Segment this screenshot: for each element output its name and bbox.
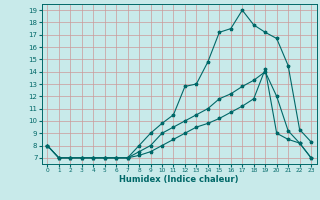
X-axis label: Humidex (Indice chaleur): Humidex (Indice chaleur) [119, 175, 239, 184]
